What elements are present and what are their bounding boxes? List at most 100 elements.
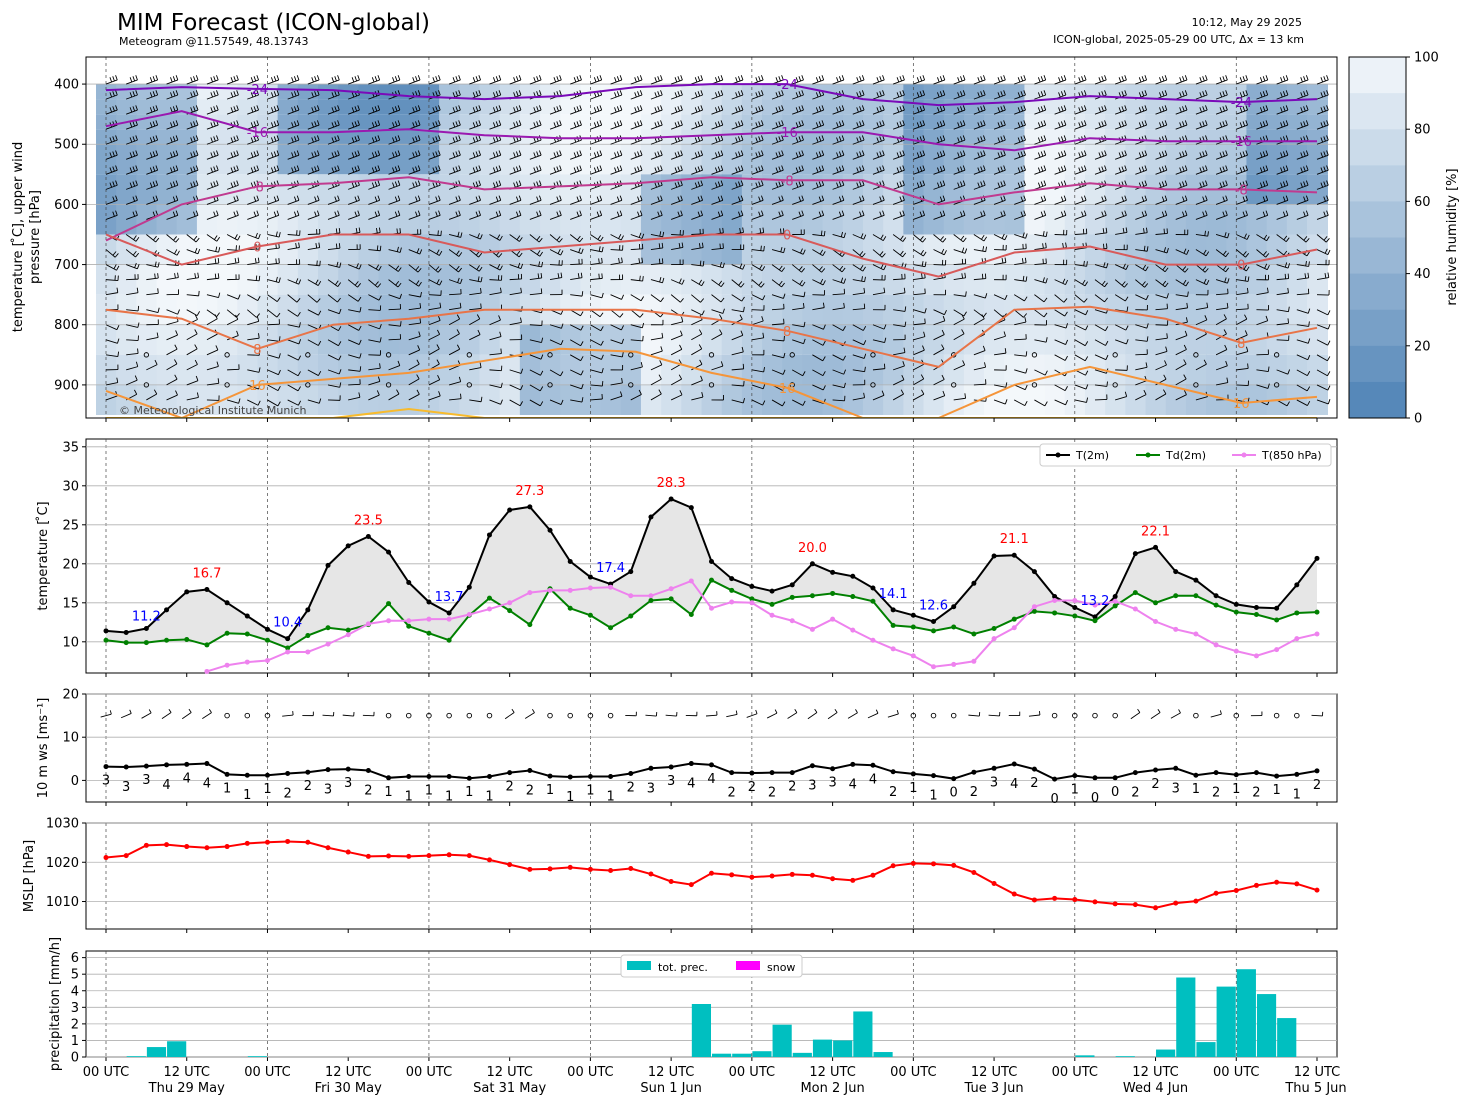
data-point <box>992 766 997 771</box>
data-point <box>1153 600 1158 605</box>
precip-bar <box>793 1053 812 1057</box>
data-point <box>850 878 855 883</box>
extreme-label: 12.6 <box>919 599 948 614</box>
precip-bar <box>248 1056 267 1057</box>
data-point <box>588 585 593 590</box>
precip-bar <box>873 1052 892 1057</box>
data-point <box>971 581 976 586</box>
data-point <box>447 610 452 615</box>
data-point <box>1274 617 1279 622</box>
x-day-label: Tue 3 Jun <box>964 1081 1024 1096</box>
x-tick-label: 12 UTC <box>164 1065 210 1080</box>
data-point <box>507 608 512 613</box>
extreme-label: 17.4 <box>596 561 625 576</box>
wind-speed-label: 2 <box>284 786 292 801</box>
data-point <box>891 769 896 774</box>
data-point <box>406 624 411 629</box>
wind-speed-label: 1 <box>909 781 917 796</box>
data-point <box>467 776 472 781</box>
precip-bar <box>1257 994 1276 1057</box>
wind-speed-label: 4 <box>707 772 715 787</box>
extreme-label: 27.3 <box>515 484 544 499</box>
isotherm-label: 8 <box>783 325 791 340</box>
precip-bar <box>732 1054 751 1057</box>
colorbar-label: relative humidity [%] <box>1445 168 1460 305</box>
wind-y-axis-label: 10 m ws [ms⁻¹] <box>36 698 51 799</box>
data-point <box>144 843 149 848</box>
wind-speed-label: 2 <box>1030 776 1038 791</box>
data-point <box>790 872 795 877</box>
y-tick-label: 800 <box>54 318 79 333</box>
data-point <box>1254 653 1259 658</box>
data-point <box>1012 892 1017 897</box>
extreme-label: 22.1 <box>1141 524 1170 539</box>
isotherm-label: -16 <box>247 126 268 141</box>
precip-bar <box>813 1040 832 1057</box>
data-point <box>507 862 512 867</box>
data-point <box>689 612 694 617</box>
data-point <box>911 624 916 629</box>
legend-label: T(850 hPa) <box>1261 449 1322 462</box>
y-tick-label: 900 <box>54 378 79 393</box>
data-point <box>931 628 936 633</box>
wind-speed-label: 3 <box>102 774 110 789</box>
copyright-note: © Meteorological Institute Munich <box>119 404 306 417</box>
data-point <box>1052 777 1057 782</box>
data-point <box>729 872 734 877</box>
isotherm-label: 0 <box>253 241 261 256</box>
wind-speed-label: 2 <box>1131 786 1139 801</box>
wind-speed-label: 4 <box>849 777 857 792</box>
data-point <box>285 649 290 654</box>
y-tick-label: 6 <box>71 951 79 966</box>
data-point <box>568 774 573 779</box>
upper-y-axis-label-line1: temperature [ ̊C], upper wind <box>10 142 26 332</box>
isotherm-label: 0 <box>1237 259 1245 274</box>
colorbar-tick-label: 80 <box>1414 123 1431 138</box>
y-tick-label: 600 <box>54 198 79 213</box>
data-point <box>931 773 936 778</box>
data-point <box>1274 774 1279 779</box>
x-tick-label: 12 UTC <box>1294 1065 1340 1080</box>
isotherm-label: 8 <box>253 343 261 358</box>
data-point <box>467 585 472 590</box>
precip-bar <box>853 1011 872 1057</box>
wind-speed-label: 3 <box>828 776 836 791</box>
precip-bar <box>1176 978 1195 1058</box>
data-point <box>305 840 310 845</box>
data-point <box>1133 902 1138 907</box>
colorbar-tick-label: 0 <box>1414 412 1422 427</box>
data-point <box>527 504 532 509</box>
data-point <box>1052 598 1057 603</box>
data-point <box>1133 551 1138 556</box>
extreme-label: 23.5 <box>354 514 383 529</box>
x-tick-label: 00 UTC <box>729 1065 775 1080</box>
extreme-label: 14.1 <box>879 587 908 602</box>
wind-speed-label: 2 <box>970 785 978 800</box>
run-time: 10:12, May 29 2025 <box>1192 16 1302 29</box>
data-point <box>1173 901 1178 906</box>
extreme-label: 16.7 <box>192 567 221 582</box>
wind-speed-label: 3 <box>142 773 150 788</box>
wind-speed-label: 2 <box>889 785 897 800</box>
data-point <box>1113 775 1118 780</box>
wind-speed-label: 1 <box>384 785 392 800</box>
data-point <box>689 578 694 583</box>
wind-speed-label: 1 <box>1071 783 1079 798</box>
colorbar-tick-label: 60 <box>1414 195 1431 210</box>
wind-speed-label: 2 <box>1151 777 1159 792</box>
isotherm-label: 8 <box>1237 337 1245 352</box>
data-point <box>1113 599 1118 604</box>
data-point <box>870 763 875 768</box>
data-point <box>1072 598 1077 603</box>
data-point <box>891 863 896 868</box>
data-point <box>830 617 835 622</box>
data-point <box>1012 553 1017 558</box>
data-point <box>305 770 310 775</box>
colorbar-tick-label: 100 <box>1414 51 1439 66</box>
data-point <box>951 863 956 868</box>
temperature-y-axis-label: temperature [ ̊C] <box>35 501 51 610</box>
data-point <box>447 617 452 622</box>
y-tick-label: 1020 <box>46 856 79 871</box>
